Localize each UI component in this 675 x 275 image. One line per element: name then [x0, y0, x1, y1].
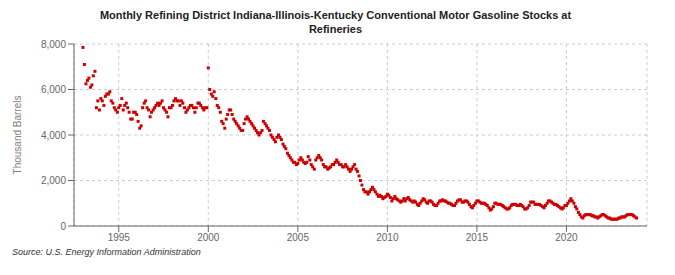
html-text:Monthly Refining District Indi: Monthly Refining District Indiana-Illino…: [99, 9, 572, 35]
svg-text:0: 0: [60, 221, 66, 232]
svg-text:1995: 1995: [108, 232, 131, 243]
svg-text:2000: 2000: [197, 232, 220, 243]
svg-text:4,000: 4,000: [41, 130, 66, 141]
html-text:Source: U.S. Energy Informatio: Source: U.S. Energy Information Administ…: [12, 247, 201, 257]
svg-text:2005: 2005: [287, 232, 310, 243]
svg-text:2010: 2010: [376, 232, 399, 243]
svg-text:8,000: 8,000: [41, 39, 66, 50]
svg-text:Thousand Barrels: Thousand Barrels: [12, 96, 23, 175]
svg-text:2020: 2020: [555, 232, 578, 243]
svg-text:2,000: 2,000: [41, 175, 66, 186]
svg-text:2015: 2015: [466, 232, 489, 243]
svg-text:6,000: 6,000: [41, 84, 66, 95]
